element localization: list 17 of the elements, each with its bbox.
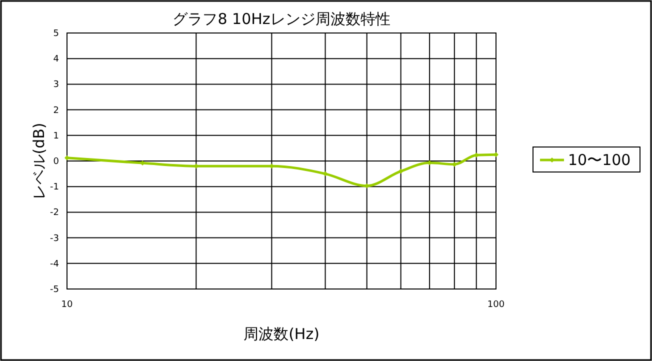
- y-tick-label: 4: [53, 54, 60, 65]
- y-tick-label: -1: [50, 182, 59, 193]
- y-tick-label: 0: [53, 157, 60, 167]
- x-tick-label: 100: [487, 300, 505, 310]
- x-tick-label: 10: [61, 300, 73, 310]
- y-tick-label: -2: [50, 208, 59, 218]
- y-tick-label: 5: [53, 29, 59, 39]
- chart-title: グラフ8 10Hzレンジ周波数特性: [172, 10, 390, 28]
- y-tick-label: 1: [53, 131, 59, 142]
- y-tick-label: 3: [53, 80, 59, 90]
- y-axis-title: レベル(dB): [30, 122, 48, 200]
- y-tick-label: -3: [50, 234, 59, 244]
- y-tick-label: -4: [50, 259, 60, 270]
- y-tick-label: 2: [53, 106, 59, 116]
- x-axis-title: 周波数(Hz): [244, 325, 320, 343]
- y-tick-label: -5: [50, 285, 59, 295]
- legend-label: 10〜100: [568, 151, 631, 169]
